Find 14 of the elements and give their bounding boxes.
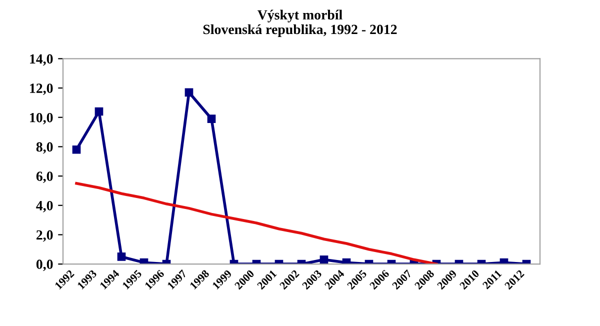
y-tick-label: 0,0 xyxy=(36,260,53,272)
y-tick-label: 12,0 xyxy=(30,84,53,95)
point xyxy=(94,107,104,116)
y-tick-label: 8,0 xyxy=(36,142,53,154)
point xyxy=(184,88,194,97)
y-tick-label: 14,0 xyxy=(30,54,53,66)
y-tick-label: 6,0 xyxy=(36,172,53,184)
y-tick-label: 10,0 xyxy=(30,112,53,124)
y-tick-label: 2,0 xyxy=(36,230,53,242)
line-series xyxy=(75,182,438,264)
point xyxy=(207,114,216,123)
point xyxy=(72,145,81,154)
chart-title: Výskyt morbíl Slovenská republika, 1992 - 2012 xyxy=(203,10,397,37)
y-tick-label: 4,0 xyxy=(36,200,53,212)
